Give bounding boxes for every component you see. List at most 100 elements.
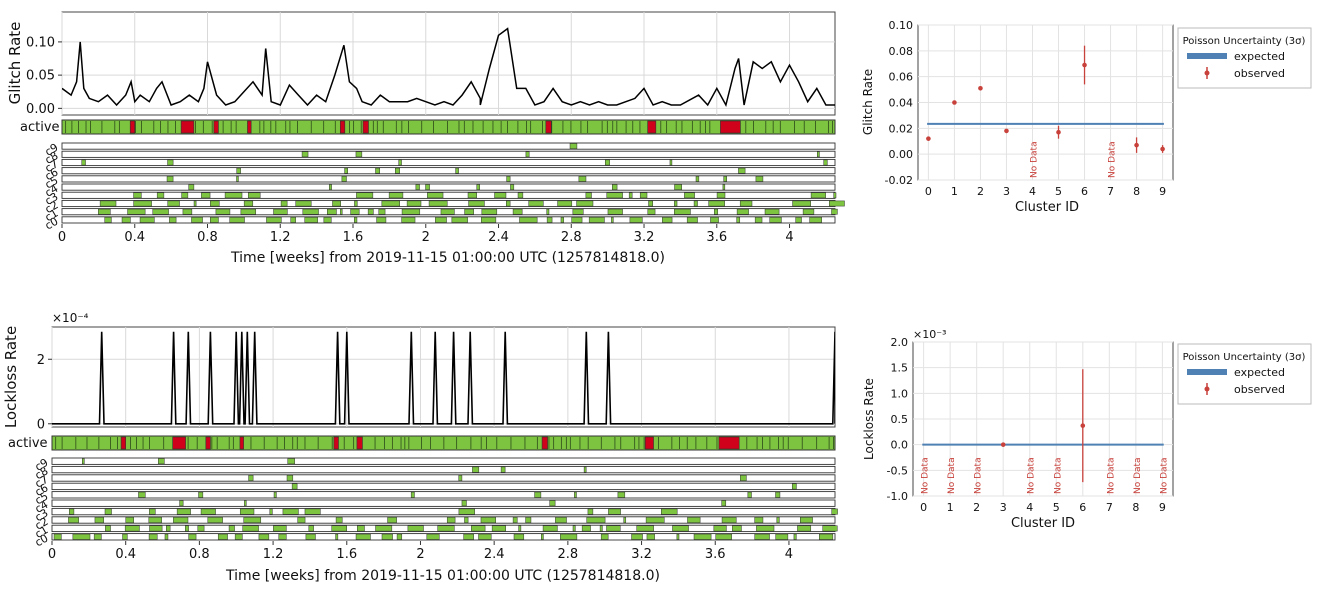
glitch-cluster-x-ticks: 0 1 2 3 4 5 6 7 8 9: [925, 185, 1166, 198]
cluster-segment: [282, 508, 299, 515]
cluster-segment: [437, 525, 455, 532]
cluster-segment: [661, 508, 678, 515]
cluster-segment: [560, 533, 578, 540]
cluster-segment: [138, 491, 146, 498]
glitch-active-segment-bar: [61, 119, 836, 135]
cluster-segment: [756, 525, 775, 532]
glitch-cluster-gridlines: [918, 24, 1173, 181]
cluster-segment: [513, 533, 525, 540]
y-tick-label: 1.5: [891, 362, 909, 375]
cluster-segment: [506, 200, 511, 207]
cluster-segment: [193, 200, 197, 207]
y-tick-label: 0: [37, 417, 45, 432]
lockloss-cluster-ylabel: Lockloss Rate: [862, 378, 876, 460]
cluster-row-label: c4: [33, 498, 51, 516]
cluster-segment: [793, 533, 797, 540]
cluster-segment: [149, 508, 156, 515]
cluster-segment: [188, 184, 195, 190]
cluster-segment: [243, 200, 254, 207]
cluster-segment: [662, 217, 673, 223]
cluster-segment: [287, 458, 295, 465]
cluster-segment: [491, 525, 506, 532]
cluster-segment: [713, 525, 727, 532]
cluster-segment: [302, 208, 319, 215]
cluster-segment: [684, 192, 695, 199]
cluster-segment: [710, 217, 719, 223]
lockloss-active-segment-bar: [51, 435, 836, 451]
no-data-label: No Data: [921, 457, 931, 494]
cluster-segment: [427, 192, 444, 199]
x-tick-label: 0: [920, 501, 927, 514]
glitch-rate-gridlines: [61, 12, 835, 115]
x-tick-label: 7: [1106, 501, 1113, 514]
inactive-segment: [644, 436, 654, 450]
y-tick-label: 0.10: [26, 35, 55, 50]
x-tick-label: 4: [785, 230, 793, 245]
cluster-segment: [301, 151, 309, 158]
cluster-segment: [167, 159, 174, 166]
cluster-segment: [188, 533, 197, 540]
cluster-segment: [228, 525, 235, 532]
cluster-segment: [269, 508, 273, 515]
y-tick-label: 1.0: [891, 387, 909, 400]
inactive-segment: [172, 436, 186, 450]
x-tick-label: 1.6: [336, 547, 357, 562]
cluster-segment: [555, 517, 567, 523]
cluster-segment: [139, 217, 155, 223]
glitch-legend-expected-swatch: [1187, 53, 1227, 59]
x-tick-label: 6: [1081, 185, 1088, 198]
inactive-segment: [205, 436, 211, 450]
cluster-segment: [166, 525, 171, 532]
cluster-row-label: c5: [43, 174, 61, 192]
x-tick-label: 2.8: [561, 230, 582, 245]
cluster-segment: [381, 533, 393, 540]
cluster-row-label: c6: [43, 166, 61, 184]
y-tick-label: 0.00: [889, 148, 914, 161]
cluster-segment: [525, 517, 532, 523]
cluster-segment: [754, 533, 770, 540]
cluster-segment: [776, 517, 780, 523]
y-tick-label: 0.04: [889, 97, 914, 110]
cluster-segment: [68, 517, 79, 523]
cluster-segment: [93, 533, 102, 540]
cluster-segment: [169, 217, 177, 223]
cluster-segment: [721, 500, 727, 507]
cluster-segment: [176, 508, 191, 515]
lockloss-legend-observed-marker: [1204, 386, 1210, 392]
cluster-segment: [104, 217, 112, 223]
cluster-segment: [166, 176, 174, 182]
cluster-segment: [478, 533, 492, 540]
glitch-legend-observed-label: observed: [1234, 67, 1285, 80]
observed-point: [978, 85, 983, 91]
cluster-segment: [185, 525, 189, 532]
cluster-segment: [819, 533, 834, 540]
glitch-legend-expected-label: expected: [1234, 50, 1285, 63]
x-tick-label: 5: [1055, 185, 1062, 198]
cluster-segment: [607, 208, 623, 215]
x-tick-label: 4: [1026, 501, 1033, 514]
inactive-segment: [647, 120, 657, 134]
cluster-row-label: c8: [43, 149, 61, 167]
cluster-segment: [723, 176, 727, 182]
lockloss-rate-line: [52, 331, 835, 425]
inactive-segment: [339, 120, 346, 134]
cluster-segment: [546, 208, 550, 215]
cluster-row-c8: [51, 465, 836, 474]
x-tick-label: 0.8: [197, 230, 218, 245]
cluster-segment: [355, 151, 363, 158]
cluster-segment: [458, 508, 475, 515]
y-tick-label: 0.0: [891, 439, 909, 452]
cluster-segment: [381, 200, 400, 207]
cluster-segment: [581, 525, 591, 532]
cluster-segment: [376, 217, 387, 223]
cluster-segment: [608, 508, 621, 515]
cluster-segment: [395, 167, 400, 174]
cluster-segment: [451, 217, 468, 223]
cluster-segment: [775, 533, 789, 540]
glitch-rate-ylabel: Glitch Rate: [6, 22, 24, 105]
cluster-segment: [518, 525, 522, 532]
cluster-segment: [467, 192, 477, 199]
cluster-segment: [396, 533, 403, 540]
x-tick-label: 3.2: [634, 230, 655, 245]
cluster-segment: [105, 525, 111, 532]
